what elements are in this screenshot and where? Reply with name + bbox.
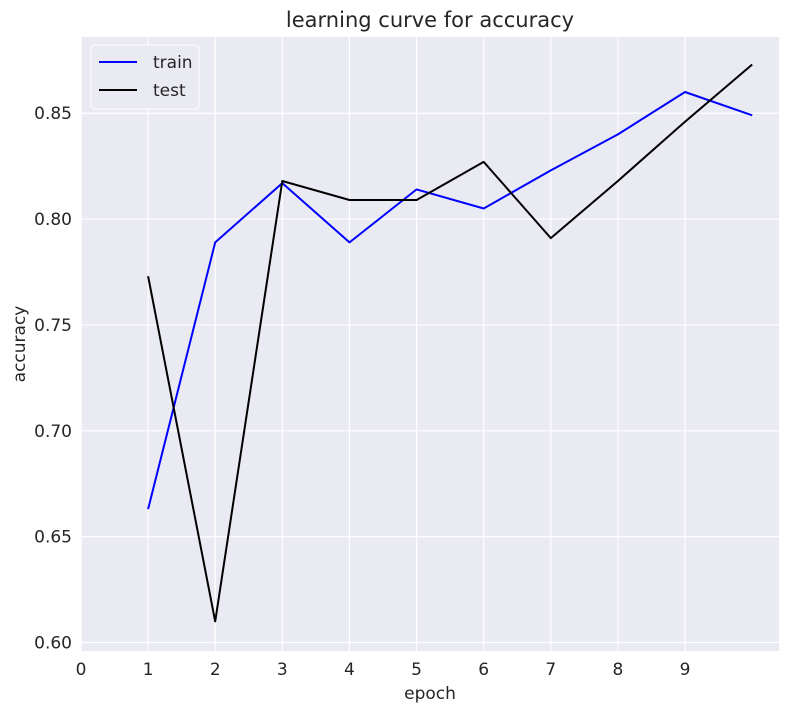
legend: train test (90, 44, 200, 110)
series-test (147, 63, 753, 623)
x-axis-ticks: 0 1 2 3 4 5 6 7 8 9 (76, 660, 691, 680)
x-tick-label: 0 (76, 660, 87, 680)
series-layer (147, 63, 753, 623)
x-tick-label: 8 (613, 660, 624, 680)
y-tick-label: 0.75 (34, 316, 72, 336)
plot-background (81, 37, 779, 651)
x-tick-label: 9 (680, 660, 691, 680)
y-tick-label: 0.80 (34, 210, 72, 230)
series-line-train (147, 91, 753, 510)
x-tick-label: 1 (143, 660, 154, 680)
y-tick-label: 0.70 (34, 422, 72, 442)
chart-title: learning curve for accuracy (286, 8, 574, 32)
x-axis-title: epoch (404, 684, 456, 704)
y-tick-label: 0.65 (34, 528, 72, 548)
y-tick-label: 0.85 (34, 104, 72, 124)
legend-label-test: test (153, 81, 186, 101)
x-tick-label: 6 (478, 660, 489, 680)
grid (80, 37, 779, 651)
series-line-test (147, 63, 753, 623)
x-tick-label: 4 (344, 660, 355, 680)
x-tick-label: 7 (545, 660, 556, 680)
x-tick-label: 3 (277, 660, 288, 680)
x-tick-label: 5 (411, 660, 422, 680)
y-axis-ticks: 0.60 0.65 0.70 0.75 0.80 0.85 (34, 104, 72, 653)
y-tick-label: 0.60 (34, 634, 72, 654)
x-tick-label: 2 (210, 660, 221, 680)
legend-label-train: train (153, 53, 193, 73)
y-axis-title: accuracy (10, 306, 30, 383)
